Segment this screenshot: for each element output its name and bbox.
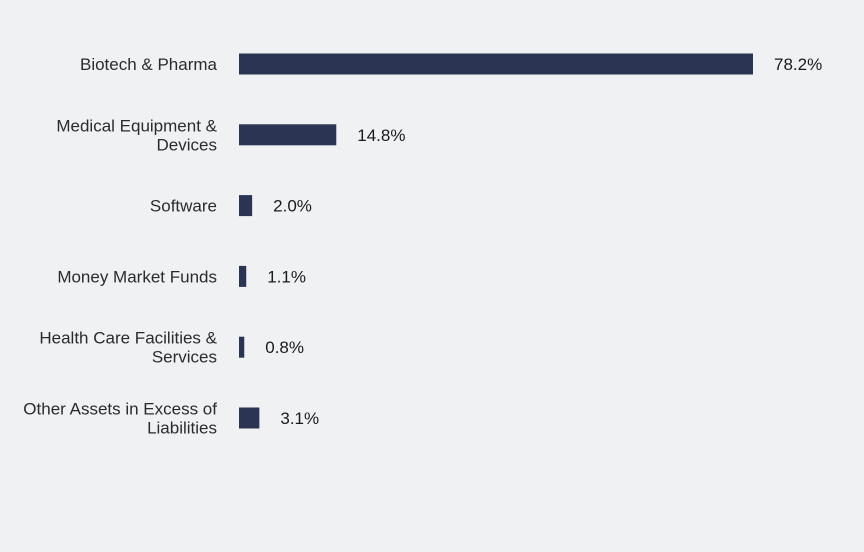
value-label: 1.1% [267, 267, 306, 286]
bar [239, 336, 245, 358]
bar [239, 195, 253, 217]
category-label: Devices [157, 135, 217, 154]
category-label: Money Market Funds [57, 267, 217, 286]
category-label: Other Assets in Excess of [23, 400, 217, 419]
category-label: Liabilities [147, 419, 217, 438]
category-label: Medical Equipment & [56, 116, 217, 135]
category-label: Biotech & Pharma [80, 55, 218, 74]
value-label: 2.0% [273, 197, 312, 216]
category-label: Health Care Facilities & [39, 329, 217, 348]
bar [239, 407, 260, 429]
value-label: 0.8% [265, 338, 304, 357]
value-label: 78.2% [774, 55, 822, 74]
bar [239, 265, 247, 287]
category-label: Software [150, 197, 217, 216]
value-label: 3.1% [280, 409, 319, 428]
bar [239, 124, 337, 146]
category-label: Services [152, 348, 217, 367]
value-label: 14.8% [357, 126, 405, 145]
bar [239, 53, 753, 75]
